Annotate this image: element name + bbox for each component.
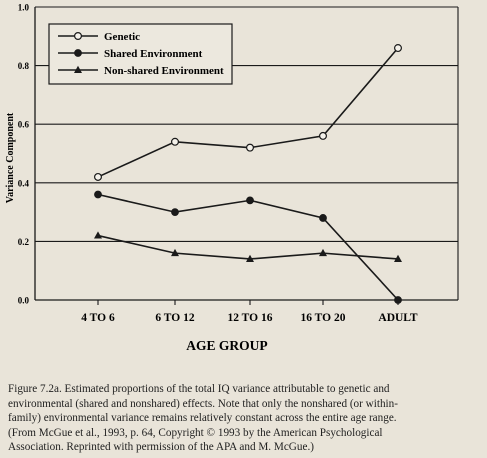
series-shared-environment: [94, 190, 402, 304]
data-point: [94, 190, 102, 199]
data-point: [74, 65, 82, 73]
figure-caption: Figure 7.2a. Estimated proportions of th…: [8, 382, 482, 455]
data-point: [171, 248, 179, 257]
data-point: [74, 49, 82, 57]
data-point: [171, 137, 180, 146]
data-point: [171, 208, 179, 217]
legend-label: Shared Environment: [104, 48, 203, 60]
data-point: [319, 131, 328, 140]
data-point: [246, 196, 254, 205]
caption-line: (From McGue et al., 1993, p. 64, Copyrig…: [8, 426, 383, 439]
y-tick-label: 0.6: [18, 120, 30, 130]
caption-line: Association. Reprinted with permission o…: [8, 441, 314, 454]
series-genetic: [93, 44, 403, 181]
data-point: [394, 44, 403, 53]
chart: 0.0 0.2 0.4 0.6 0.8 1.0 4 TO 6 6 TO 12 12 TO 16 1…: [5, 3, 459, 353]
y-tick-label: 0.4: [18, 178, 30, 188]
caption-line: environmental (shared and nonshared) eff…: [8, 397, 398, 410]
legend: Genetic Shared Environment Non-shared Envi…: [48, 23, 233, 85]
y-tick-label: 0.8: [18, 61, 30, 71]
data-point: [93, 172, 102, 181]
x-tick-label: 12 TO 16: [228, 312, 273, 324]
data-point: [73, 31, 82, 40]
legend-label: Non-shared Environment: [104, 65, 224, 77]
caption-line: family) environmental variance remains r…: [8, 412, 397, 425]
legend-label: Genetic: [104, 31, 140, 43]
x-tick-label: 16 TO 20: [301, 312, 346, 324]
x-tick-label: 6 TO 12: [155, 312, 194, 324]
y-tick-label: 0.2: [18, 237, 30, 247]
data-point: [94, 231, 102, 239]
data-point: [319, 214, 327, 222]
y-axis-label: Variance Component: [5, 112, 16, 203]
series-line: [97, 234, 399, 260]
data-point: [394, 296, 402, 304]
y-tick-label: 0.0: [18, 296, 30, 306]
x-axis-label: AGE GROUP: [186, 338, 267, 353]
data-point: [246, 254, 254, 262]
series-line: [97, 193, 399, 301]
x-tick-label: 4 TO 6: [81, 312, 115, 324]
axes: 0.0 0.2 0.4 0.6 0.8 1.0 4 TO 6 6 TO 12 12 TO 16 1…: [18, 3, 459, 324]
data-point: [246, 143, 255, 152]
x-tick-label: ADULT: [378, 312, 418, 324]
series-non-shared-environment: [94, 231, 402, 262]
caption-line: Figure 7.2a. Estimated proportions of th…: [8, 383, 390, 395]
series-layer: [93, 44, 403, 304]
data-point: [319, 248, 327, 257]
y-tick-label: 1.0: [18, 3, 30, 13]
data-point: [394, 254, 402, 262]
